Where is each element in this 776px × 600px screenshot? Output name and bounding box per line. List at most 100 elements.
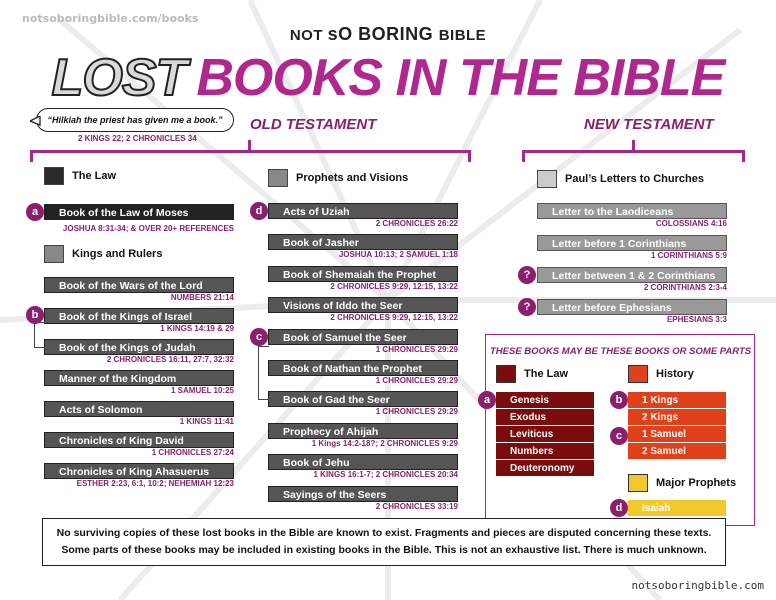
list-item: Book of the Wars of the Lord NUMBERS 21:…	[44, 277, 234, 308]
badge-c: c	[250, 328, 268, 346]
book-manner-of-kingdom: Manner of the Kingdom	[44, 370, 234, 386]
nt-book-list: Letter to the Laodiceans COLOSSIANS 4:16…	[537, 203, 727, 331]
list-item: Book of Jasher JOSHUA 10:13; 2 SAMUEL 1:…	[268, 234, 458, 265]
brand-part-3: BORING	[352, 24, 439, 44]
brand-part-2: sO	[327, 24, 353, 44]
list-item: Book of Jehu 1 KINGS 16:1-7; 2 CHRONICLE…	[268, 454, 458, 485]
list-item: Letter between 1 & 2 Corinthians 2 CORIN…	[537, 267, 727, 299]
book-nathan: Book of Nathan the Prophet	[268, 359, 458, 376]
list-item: Visions of Iddo the Seer 2 CHRONICLES 9:…	[268, 297, 458, 328]
category-law: The Law	[44, 167, 116, 185]
site-url-top: notsoboringbible.com/books	[22, 12, 199, 25]
prophets-book-list: Acts of Uziah 2 CHRONICLES 26:22 Book of…	[268, 203, 458, 517]
ref-before-1-corinthians: 1 CORINTHIANS 5:9	[650, 251, 727, 260]
maybe-prophets-swatch	[628, 474, 648, 492]
book-2-kings: 2 Kings	[628, 409, 726, 426]
list-item: Letter to the Laodiceans COLOSSIANS 4:16	[537, 203, 727, 235]
prophets-swatch	[268, 169, 288, 187]
disclaimer-line-1: No surviving copies of these lost books …	[56, 527, 712, 539]
prophets-label: Prophets and Visions	[296, 172, 409, 184]
b-connector	[34, 322, 45, 348]
badge-b: b	[26, 306, 44, 324]
ref-chronicles-david: 1 CHRONICLES 27:24	[151, 448, 234, 457]
kings-swatch	[44, 245, 64, 263]
ref-before-ephesians: EPHESIANS 3:3	[666, 315, 727, 324]
maybe-prophets-list: Isaiah	[628, 500, 726, 517]
disclaimer-line-2: Some parts of these books may be include…	[61, 544, 707, 556]
ot-bracket-right	[468, 150, 471, 162]
brand-part-4: BIBLE	[438, 27, 487, 44]
book-jasher: Book of Jasher	[268, 234, 458, 251]
ot-bracket-center	[248, 140, 251, 152]
ref-between-corinthians: 2 CORINTHIANS 2:3-4	[643, 283, 727, 292]
book-wars-of-the-lord: Book of the Wars of the Lord	[44, 277, 234, 293]
book-sayings-seers: Sayings of the Seers	[268, 485, 458, 502]
title-rest: BOOKS IN THE BIBLE	[196, 49, 725, 107]
ref-iddo: 2 CHRONICLES 9:29, 12:15, 13:22	[330, 313, 458, 323]
quote-bubble: “Hilkiah the priest has given me a book.…	[36, 108, 234, 132]
book-before-ephesians: Letter before Ephesians	[537, 299, 727, 315]
list-item: Book of Nathan the Prophet 1 CHRONICLES …	[268, 359, 458, 391]
maybe-history-label: History	[656, 368, 694, 380]
book-genesis: Genesis	[496, 392, 594, 409]
ref-samuel-seer: 1 CHRONICLES 29:29	[375, 344, 458, 354]
book-chronicles-ahasuerus: Chronicles of King Ahasuerus	[44, 463, 234, 479]
list-item: Book of Shemaiah the Prophet 2 CHRONICLE…	[268, 265, 458, 297]
ref-manner-of-kingdom: 1 SAMUEL 10:25	[171, 386, 234, 395]
maybe-category-history: History	[628, 365, 694, 383]
book-deuteronomy: Deuteronomy	[496, 460, 594, 477]
brand-logo: NOT sO BORING BIBLE	[0, 24, 776, 45]
book-1-samuel: 1 Samuel	[628, 426, 726, 443]
law-swatch	[44, 167, 64, 185]
maybe-category-prophets: Major Prophets	[628, 474, 736, 492]
quote-tail-icon	[30, 116, 41, 126]
ref-law-of-moses: JOSHUA 8:31-34; & OVER 20+ REFERENCES	[62, 224, 234, 233]
book-iddo: Visions of Iddo the Seer	[268, 297, 458, 314]
ref-nathan: 1 CHRONICLES 29:29	[375, 375, 458, 385]
list-item: Chronicles of King Ahasuerus ESTHER 2:23…	[44, 463, 234, 494]
book-isaiah: Isaiah	[628, 500, 726, 517]
ref-wars-of-the-lord: NUMBERS 21:14	[170, 293, 234, 302]
disclaimer-box: No surviving copies of these lost books …	[42, 518, 726, 566]
brand-part-1: NOT	[289, 27, 328, 44]
book-leviticus: Leviticus	[496, 426, 594, 443]
c-connector	[258, 346, 269, 400]
book-numbers: Numbers	[496, 443, 594, 460]
maybe-history-swatch	[628, 365, 648, 383]
book-kings-of-israel: Book of the Kings of Israel	[44, 308, 234, 324]
book-law-of-moses: Book of the Law of Moses	[44, 204, 234, 220]
list-item: Acts of Uziah 2 CHRONICLES 26:22	[268, 203, 458, 234]
list-item: Letter before 1 Corinthians 1 CORINTHIAN…	[537, 235, 727, 267]
maybe-title: THESE BOOKS MAY BE THESE BOOKS OR SOME P…	[490, 346, 752, 357]
maybe-law-label: The Law	[524, 368, 569, 380]
ref-kings-of-israel: 1 KINGS 14:19 & 29	[160, 324, 234, 333]
book-1-kings: 1 Kings	[628, 392, 726, 409]
ref-kings-of-judah: 2 CHRONICLES 16:11, 27:7, 32:32	[106, 355, 234, 364]
site-url-bottom: notsoboringbible.com	[631, 579, 764, 592]
book-jehu: Book of Jehu	[268, 454, 458, 471]
ref-jasher: JOSHUA 10:13; 2 SAMUEL 1:18	[338, 250, 458, 260]
ref-acts-of-uziah: 2 CHRONICLES 26:22	[375, 219, 458, 228]
book-exodus: Exodus	[496, 409, 594, 426]
book-between-corinthians: Letter between 1 & 2 Corinthians	[537, 267, 727, 283]
kings-label: Kings and Rulers	[72, 248, 163, 260]
list-item: Sayings of the Seers 2 CHRONICLES 33:19	[268, 485, 458, 517]
ref-sayings-seers: 2 CHRONICLES 33:19	[375, 501, 458, 511]
badge-a: a	[26, 203, 44, 221]
ref-acts-of-solomon: 1 KINGS 11:41	[179, 417, 234, 426]
ot-bracket-left	[30, 150, 33, 162]
maybe-badge-c: c	[610, 427, 628, 445]
pauls-swatch	[537, 170, 557, 188]
ref-jehu: 1 KINGS 16:1-7; 2 CHRONICLES 20:34	[313, 470, 459, 480]
book-2-samuel: 2 Samuel	[628, 443, 726, 460]
ref-shemaiah: 2 CHRONICLES 9:29, 12:15, 13:22	[330, 281, 458, 291]
book-chronicles-david: Chronicles of King David	[44, 432, 234, 448]
badge-d: d	[250, 202, 268, 220]
nt-bracket-left	[522, 150, 525, 162]
book-before-1-corinthians: Letter before 1 Corinthians	[537, 235, 727, 251]
nt-bracket-center	[632, 140, 635, 152]
maybe-badge-d: d	[610, 499, 628, 517]
book-samuel-seer: Book of Samuel the Seer	[268, 328, 458, 345]
list-item: Chronicles of King David 1 CHRONICLES 27…	[44, 432, 234, 463]
ref-gad: 1 CHRONICLES 29:29	[375, 407, 458, 417]
